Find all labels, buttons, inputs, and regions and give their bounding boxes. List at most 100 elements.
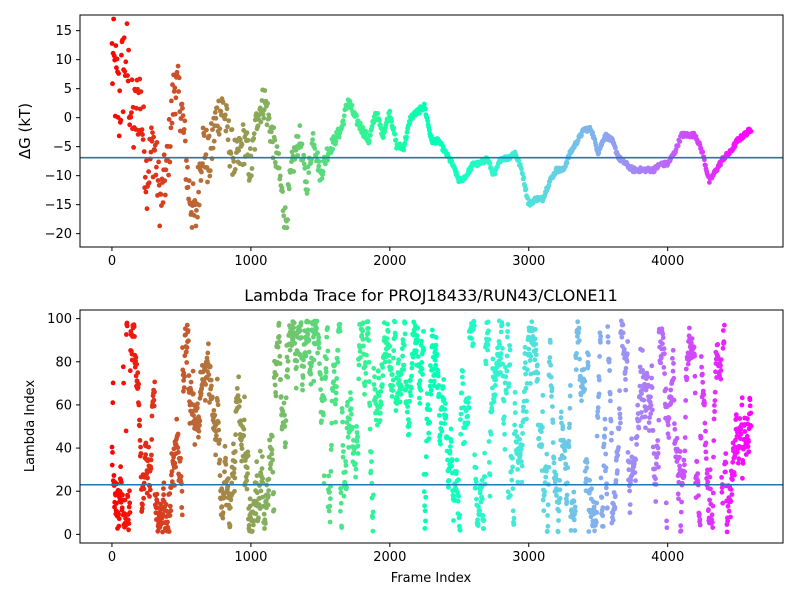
lambda-point xyxy=(207,364,213,369)
lambda-point xyxy=(456,493,462,499)
lambda-point xyxy=(300,375,306,380)
lambda-point xyxy=(492,392,498,398)
lambda-point xyxy=(481,526,487,531)
lambda-point xyxy=(192,442,198,447)
lambda-point xyxy=(408,393,414,398)
lambda-point xyxy=(703,456,709,461)
lambda-point xyxy=(606,357,612,362)
lambda-point xyxy=(152,389,157,395)
lambda-point xyxy=(314,318,320,324)
lambda-point xyxy=(603,485,609,491)
lambda-point xyxy=(259,466,265,471)
lambda-point xyxy=(236,374,242,380)
lambda-point xyxy=(485,342,491,348)
lambda-point xyxy=(564,499,570,504)
lambda-point xyxy=(258,488,264,494)
delta-g-point xyxy=(129,110,134,115)
lambda-point xyxy=(147,494,152,499)
lambda-point xyxy=(306,337,312,343)
lambda-point xyxy=(458,431,464,437)
lambda-point xyxy=(251,518,257,524)
lambda-point xyxy=(486,337,492,342)
lambda-point xyxy=(195,401,200,407)
delta-g-point xyxy=(255,123,261,129)
lambda-point xyxy=(524,398,530,404)
lambda-point xyxy=(553,472,559,478)
lambda-point xyxy=(662,371,667,376)
lambda-point xyxy=(670,356,675,361)
lambda-point xyxy=(146,444,152,450)
lambda-point xyxy=(728,499,734,504)
lambda-point xyxy=(123,428,129,434)
lambda-point xyxy=(566,425,572,431)
delta-g-x-tick-label: 2000 xyxy=(373,254,406,269)
delta-g-point xyxy=(153,172,159,178)
lambda-point xyxy=(710,520,715,525)
lambda-point xyxy=(351,449,357,455)
lambda-point xyxy=(206,341,211,347)
lambda-point xyxy=(402,320,408,326)
lambda-point xyxy=(344,484,349,490)
lambda-point xyxy=(179,512,185,518)
lambda-point xyxy=(504,353,510,359)
lambda-point xyxy=(540,425,545,430)
delta-g-point xyxy=(168,125,174,131)
lambda-point xyxy=(682,469,687,475)
lambda-point xyxy=(605,324,611,329)
lambda-point xyxy=(348,390,353,395)
lambda-point xyxy=(535,370,541,376)
lambda-point xyxy=(648,411,654,417)
lambda-point xyxy=(616,425,622,431)
lambda-point xyxy=(175,445,181,451)
lambda-point xyxy=(715,342,721,347)
lambda-point xyxy=(706,507,711,513)
lambda-point xyxy=(725,503,731,509)
lambda-point xyxy=(596,374,602,379)
delta-g-point xyxy=(180,105,185,111)
lambda-point xyxy=(335,348,341,353)
delta-g-point xyxy=(261,115,267,121)
lambda-point xyxy=(348,396,354,402)
lambda-point xyxy=(510,464,515,470)
delta-g-point xyxy=(227,163,233,169)
lambda-point xyxy=(421,329,426,334)
delta-g-point xyxy=(252,147,258,152)
lambda-point xyxy=(535,362,540,368)
lambda-point xyxy=(353,461,358,466)
lambda-point xyxy=(504,390,509,396)
lambda-point xyxy=(545,502,551,508)
lambda-point xyxy=(557,496,563,501)
lambda-panel: Lambda Trace for PROJ18433/RUN43/CLONE11… xyxy=(23,286,784,586)
lambda-point xyxy=(459,374,465,380)
lambda-point xyxy=(167,503,173,509)
lambda-point xyxy=(524,381,530,386)
lambda-point xyxy=(339,525,345,530)
delta-g-point xyxy=(349,102,355,108)
lambda-point xyxy=(436,413,442,418)
delta-g-point xyxy=(182,138,188,144)
delta-g-point xyxy=(244,130,250,136)
lambda-point xyxy=(627,502,633,507)
delta-g-point xyxy=(281,213,287,219)
lambda-point xyxy=(126,521,132,526)
lambda-point xyxy=(427,407,433,413)
lambda-point xyxy=(376,393,382,399)
lambda-point xyxy=(171,454,177,460)
lambda-point xyxy=(370,509,376,515)
delta-g-point xyxy=(282,205,288,211)
delta-g-point xyxy=(119,52,124,58)
lambda-point xyxy=(134,361,140,367)
lambda-point xyxy=(608,418,614,424)
lambda-point xyxy=(409,361,415,366)
lambda-point xyxy=(271,490,277,495)
lambda-point xyxy=(338,500,344,506)
delta-g-point xyxy=(169,98,174,104)
lambda-point xyxy=(698,354,704,359)
lambda-point xyxy=(609,430,614,436)
delta-g-point xyxy=(209,121,214,126)
lambda-point xyxy=(151,397,157,403)
delta-g-point xyxy=(207,168,213,174)
lambda-point xyxy=(400,337,406,343)
